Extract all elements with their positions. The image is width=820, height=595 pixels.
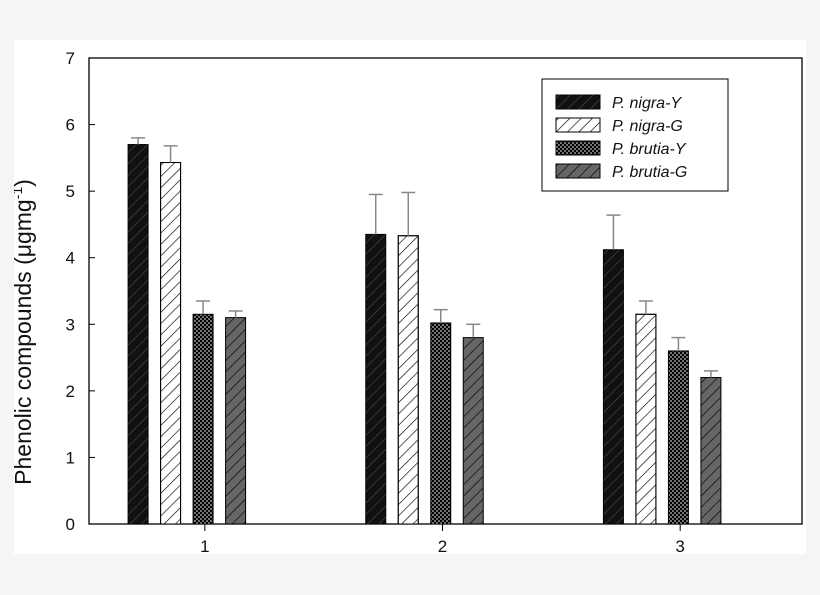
x-tick-label: 1: [200, 537, 209, 554]
bar-p-nigra-y-cat-2-texture: [365, 234, 386, 524]
bar-p-nigra-g-cat-1-texture: [160, 162, 182, 525]
x-axis-ticks: 1 2 3: [200, 524, 685, 556]
legend-label: P. brutia-Y: [612, 141, 687, 158]
figure-panel: 0 1 2 3 4 5 6 7 1 2 3 Phenolic compounds (μgmg-1)…: [9, 40, 806, 556]
bar-p-brutia-g-cat-1-texture: [225, 317, 246, 524]
legend-swatch-texture: [556, 95, 600, 109]
legend-swatch-texture: [556, 164, 600, 178]
error-bars-layer: [131, 137, 718, 378]
y-axis-label-unit: μgmg: [14, 199, 36, 257]
bar-p-brutia-y-cat-1: [192, 313, 214, 525]
bar-p-brutia-g-cat-2-texture: [463, 337, 484, 524]
legend-label: P. nigra-G: [612, 118, 683, 135]
legend-label: P. brutia-G: [612, 164, 687, 181]
bar-p-brutia-g-cat-3-texture: [700, 377, 721, 524]
bar-p-nigra-g-cat-2-texture: [397, 235, 419, 525]
legend-label: P. nigra-Y: [612, 95, 682, 112]
y-tick-label: 2: [66, 382, 75, 401]
y-tick-label: 0: [66, 515, 75, 534]
y-tick-label: 1: [66, 448, 75, 467]
legend: P. nigra-Y P. nigra-G P. brutia-Y P. brutia…: [541, 78, 729, 192]
x-tick-label: 3: [675, 537, 684, 554]
y-tick-label: 6: [66, 116, 75, 135]
legend-swatch: [555, 140, 601, 156]
y-tick-label: 5: [66, 182, 75, 201]
y-axis-label-close: ): [14, 179, 36, 187]
bar-p-brutia-y-cat-3: [667, 350, 689, 525]
y-axis-label-superscript: -1: [14, 187, 25, 200]
y-axis-ticks: 0 1 2 3 4 5 6 7: [66, 49, 95, 534]
bar-p-brutia-y-cat-2: [430, 322, 452, 525]
y-tick-label: 7: [66, 49, 75, 68]
bar-p-nigra-y-cat-3-texture: [603, 249, 624, 524]
legend-swatch-texture: [555, 117, 601, 133]
y-tick-label: 3: [66, 315, 75, 334]
bar-chart: 0 1 2 3 4 5 6 7 1 2 3 Phenolic compounds (μgmg-1)…: [9, 49, 803, 556]
y-axis-label-main: Phenolic compounds (: [14, 257, 36, 485]
y-axis-label: Phenolic compounds (μgmg-1): [14, 179, 36, 485]
x-tick-label: 2: [438, 537, 447, 554]
bar-p-nigra-g-cat-3-texture: [635, 313, 657, 525]
bar-p-nigra-y-cat-1-texture: [128, 144, 149, 524]
bars-layer: [127, 144, 722, 525]
y-tick-label: 4: [66, 249, 75, 268]
